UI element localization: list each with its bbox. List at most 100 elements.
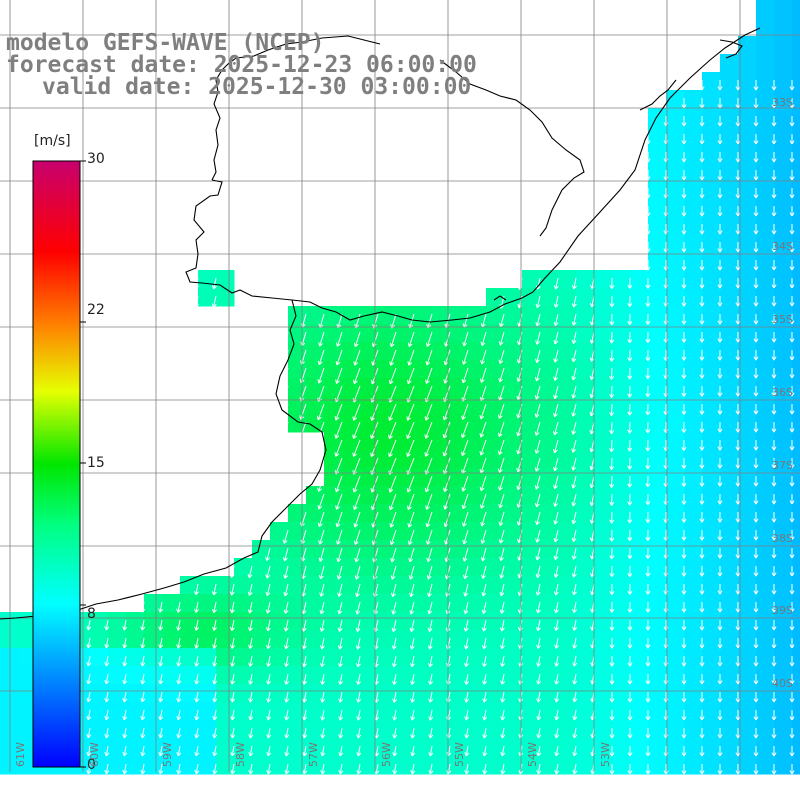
wind-cell xyxy=(594,504,613,523)
wind-arrow xyxy=(771,98,777,109)
wind-cell xyxy=(684,522,703,541)
wind-arrow xyxy=(789,350,795,361)
wind-arrow xyxy=(480,547,487,562)
wind-arrow xyxy=(464,655,469,668)
wind-cell xyxy=(630,594,649,613)
wind-cell xyxy=(666,450,685,469)
wind-cell xyxy=(612,432,631,451)
wind-cell xyxy=(738,108,757,127)
wind-arrow xyxy=(699,656,705,667)
valid-date: valid date: 2025-12-30 03:00:00 xyxy=(42,74,472,100)
wind-arrow xyxy=(681,602,687,613)
wind-arrow xyxy=(230,619,235,632)
wind-arrow xyxy=(554,619,559,631)
wind-arrow xyxy=(753,206,759,217)
wind-cell xyxy=(540,432,559,451)
wind-cell xyxy=(684,612,703,631)
wind-arrow xyxy=(443,367,451,384)
wind-cell xyxy=(576,270,595,289)
wind-cell xyxy=(198,594,217,613)
wind-arrow xyxy=(753,638,759,649)
wind-arrow xyxy=(212,763,218,775)
wind-cell xyxy=(774,576,793,595)
wind-cell xyxy=(774,522,793,541)
wind-cell xyxy=(144,684,163,703)
wind-cell xyxy=(378,324,397,343)
wind-arrow xyxy=(717,296,723,307)
wind-arrow xyxy=(771,368,777,379)
wind-cell xyxy=(324,396,343,415)
wind-arrow xyxy=(771,80,777,91)
wind-arrow xyxy=(535,547,541,561)
wind-cell xyxy=(396,324,415,343)
wind-cell xyxy=(666,342,685,361)
wind-cell xyxy=(648,450,667,469)
wind-arrow xyxy=(104,673,110,685)
wind-arrow xyxy=(553,367,559,381)
wind-cell xyxy=(450,324,469,343)
wind-cell xyxy=(342,306,361,325)
wind-arrow xyxy=(717,260,723,271)
wind-arrow xyxy=(645,188,651,199)
wind-arrow xyxy=(681,206,687,217)
wind-cell xyxy=(648,342,667,361)
wind-arrow xyxy=(352,475,361,493)
wind-arrow xyxy=(609,385,615,398)
wind-cell xyxy=(540,684,559,703)
wind-cell xyxy=(720,558,739,577)
wind-arrow xyxy=(609,583,615,595)
wind-cell xyxy=(486,504,505,523)
wind-arrow xyxy=(717,566,723,577)
wind-cell xyxy=(702,198,721,217)
wind-arrow xyxy=(211,295,217,308)
wind-cell xyxy=(504,720,523,739)
wind-cell xyxy=(738,396,757,415)
wind-cell xyxy=(738,234,757,253)
wind-cell xyxy=(576,630,595,649)
wind-arrow xyxy=(717,529,723,541)
wind-cell xyxy=(576,756,595,775)
wind-cell xyxy=(468,738,487,757)
wind-arrow xyxy=(356,709,362,721)
wind-cell xyxy=(18,630,37,649)
wind-arrow xyxy=(499,619,505,632)
lon-label-58w: 58W xyxy=(233,742,247,767)
wind-cell xyxy=(522,270,541,289)
wind-arrow xyxy=(389,349,397,366)
wind-arrow xyxy=(335,493,343,510)
wind-arrow xyxy=(571,475,577,489)
wind-cell xyxy=(666,180,685,199)
wind-cell xyxy=(594,306,613,325)
wind-cell xyxy=(90,648,109,667)
wind-arrow xyxy=(609,529,615,542)
wind-cell xyxy=(378,396,397,415)
wind-cell xyxy=(540,702,559,721)
wind-cell xyxy=(738,576,757,595)
wind-arrow xyxy=(158,673,164,685)
wind-arrow xyxy=(425,331,433,347)
wind-arrow xyxy=(282,331,289,346)
wind-cell xyxy=(648,504,667,523)
wind-arrow xyxy=(789,620,795,631)
wind-cell xyxy=(162,738,181,757)
wind-arrow xyxy=(410,691,416,703)
wind-cell xyxy=(234,558,253,577)
wind-arrow xyxy=(717,692,723,703)
wind-arrow xyxy=(534,403,541,418)
wind-cell xyxy=(504,684,523,703)
wind-arrow xyxy=(645,601,651,613)
wind-cell xyxy=(0,612,19,631)
wind-arrow xyxy=(753,386,759,397)
wind-cell xyxy=(630,504,649,523)
wind-cell xyxy=(648,108,667,127)
wind-cell xyxy=(468,630,487,649)
wind-arrow xyxy=(572,727,578,739)
wind-cell xyxy=(522,450,541,469)
wind-cell xyxy=(126,684,145,703)
wind-cell xyxy=(594,684,613,703)
wind-cell xyxy=(594,360,613,379)
wind-arrow xyxy=(427,583,433,597)
wind-arrow xyxy=(699,98,705,109)
wind-cell xyxy=(738,594,757,613)
wind-cell xyxy=(288,630,307,649)
